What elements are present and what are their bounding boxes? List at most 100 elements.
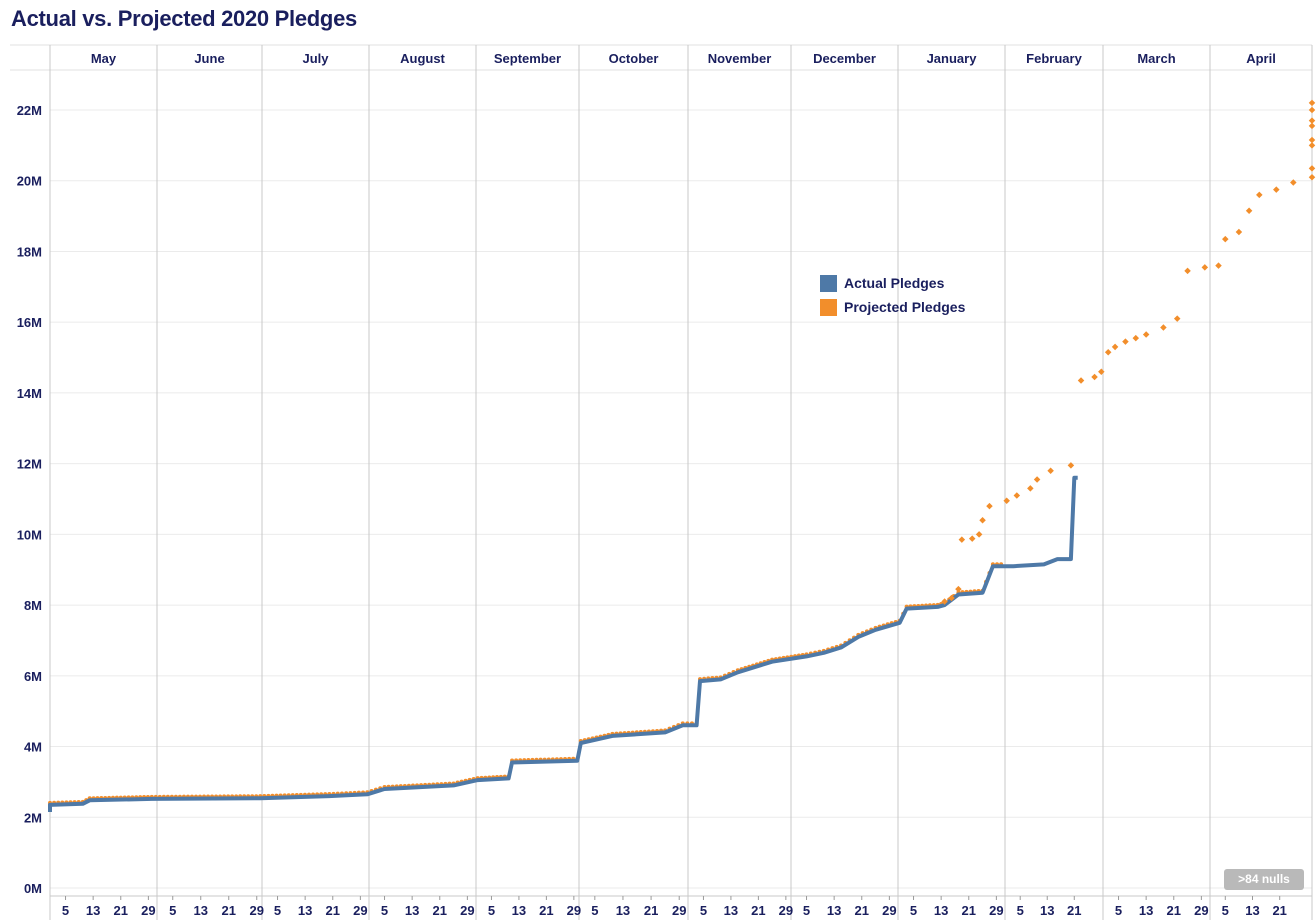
projected-pledge-point <box>948 594 955 602</box>
x-tick-label: 13 <box>616 903 630 918</box>
projected-pledge-point <box>958 536 966 543</box>
x-tick-label: 5 <box>274 903 281 918</box>
x-tick-label: 5 <box>803 903 810 918</box>
projected-pledge-point <box>1308 136 1316 144</box>
x-tick-label: 5 <box>1115 903 1122 918</box>
y-tick-label: 12M <box>17 457 42 472</box>
x-tick-label: 5 <box>700 903 707 918</box>
projected-pledge-point <box>1308 106 1316 114</box>
x-tick-label: 13 <box>1245 903 1259 918</box>
x-tick-label: 13 <box>724 903 738 918</box>
x-tick-label: 21 <box>1167 903 1181 918</box>
x-tick-label: 29 <box>1194 903 1208 918</box>
y-tick-label: 8M <box>24 598 42 613</box>
projected-pledge-point <box>955 585 962 593</box>
x-tick-label: 13 <box>405 903 419 918</box>
nulls-indicator-badge[interactable]: >84 nulls <box>1224 869 1304 890</box>
x-tick-label: 29 <box>882 903 896 918</box>
y-tick-label: 6M <box>24 669 42 684</box>
month-header-label: July <box>302 51 329 66</box>
chart-title: Actual vs. Projected 2020 Pledges <box>11 6 357 31</box>
y-tick-label: 10M <box>17 527 42 542</box>
projected-pledge-point <box>986 502 993 510</box>
x-tick-label: 21 <box>1067 903 1081 918</box>
x-tick-label: 13 <box>512 903 526 918</box>
projected-pledge-point <box>1308 173 1316 181</box>
y-tick-label: 2M <box>24 810 42 825</box>
x-tick-label: 21 <box>644 903 658 918</box>
projected-pledge-point <box>1173 315 1181 322</box>
projected-pledge-point <box>1104 348 1112 356</box>
x-tick-label: 29 <box>567 903 581 918</box>
month-header-label: September <box>494 51 561 66</box>
month-header-label: October <box>609 51 659 66</box>
x-tick-label: 21 <box>1272 903 1286 918</box>
x-tick-label: 29 <box>989 903 1003 918</box>
y-tick-label: 22M <box>17 103 42 118</box>
x-tick-label: 5 <box>62 903 69 918</box>
projected-pledge-point <box>1013 492 1021 499</box>
projected-pledge-point <box>1077 377 1085 384</box>
y-tick-label: 0M <box>24 881 42 896</box>
projected-pledge-point <box>1027 485 1034 492</box>
x-tick-label: 5 <box>591 903 598 918</box>
x-tick-label: 5 <box>1017 903 1024 918</box>
legend-item-projected[interactable]: Projected Pledges <box>820 295 965 319</box>
x-tick-label: 29 <box>672 903 686 918</box>
projected-pledge-point <box>1308 99 1316 107</box>
projected-pledge-point <box>1235 228 1243 236</box>
legend: Actual Pledges Projected Pledges <box>820 271 965 319</box>
x-tick-label: 13 <box>194 903 208 918</box>
projected-pledge-point <box>1222 235 1229 243</box>
legend-swatch-actual <box>820 274 837 292</box>
x-tick-label: 13 <box>86 903 100 918</box>
projected-pledge-point <box>1308 117 1316 124</box>
legend-item-actual[interactable]: Actual Pledges <box>820 271 965 295</box>
month-header-label: August <box>400 51 445 66</box>
projected-pledge-point <box>1098 368 1105 375</box>
projected-pledge-point <box>1245 207 1253 215</box>
projected-pledge-point <box>1215 262 1222 269</box>
x-tick-label: 13 <box>1139 903 1153 918</box>
x-tick-label: 29 <box>141 903 155 918</box>
x-tick-label: 29 <box>460 903 474 918</box>
y-tick-label: 18M <box>17 244 42 259</box>
projected-pledge-point <box>1111 343 1119 351</box>
projected-pledge-point <box>1201 264 1209 271</box>
x-tick-label: 13 <box>827 903 841 918</box>
month-header-label: June <box>194 51 224 66</box>
projected-pledge-point <box>1091 373 1098 381</box>
projected-pledge-point <box>1047 467 1054 474</box>
projected-pledge-point <box>1142 331 1150 338</box>
x-tick-label: 21 <box>539 903 553 918</box>
projected-pledge-point <box>1290 179 1297 186</box>
x-tick-label: 21 <box>433 903 447 918</box>
projected-pledge-point <box>1256 191 1263 199</box>
month-header-label: February <box>1026 51 1082 66</box>
x-tick-label: 21 <box>326 903 340 918</box>
projected-pledge-point <box>1308 165 1316 172</box>
x-tick-label: 29 <box>353 903 367 918</box>
projected-pledge-point <box>1160 324 1167 331</box>
x-tick-label: 5 <box>1222 903 1229 918</box>
month-header-label: November <box>708 51 772 66</box>
x-tick-label: 13 <box>934 903 948 918</box>
x-tick-label: 5 <box>381 903 388 918</box>
month-header-label: January <box>927 51 978 66</box>
projected-pledge-point <box>1184 267 1191 275</box>
x-tick-label: 21 <box>751 903 765 918</box>
x-tick-label: 29 <box>250 903 264 918</box>
y-tick-label: 20M <box>17 174 42 189</box>
month-header-label: March <box>1137 51 1175 66</box>
projected-pledge-point <box>968 535 976 542</box>
month-header-label: April <box>1246 51 1276 66</box>
projected-pledge-point <box>1273 186 1280 193</box>
x-tick-label: 5 <box>488 903 495 918</box>
x-tick-label: 5 <box>910 903 917 918</box>
legend-label-actual: Actual Pledges <box>844 275 945 291</box>
projected-pledge-point <box>1003 497 1010 505</box>
projected-pledge-point <box>1132 334 1140 342</box>
projected-pledge-point <box>975 531 983 538</box>
y-tick-label: 16M <box>17 315 42 330</box>
y-tick-label: 14M <box>17 386 42 401</box>
